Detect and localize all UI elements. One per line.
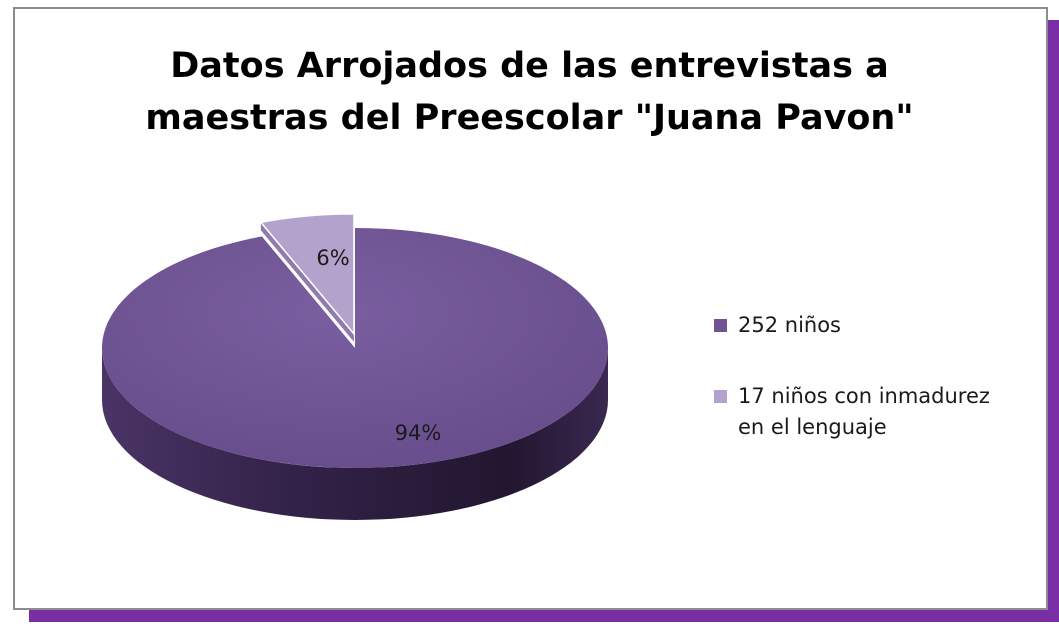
legend-label-line-2: en el lenguaje [738, 415, 887, 439]
chart-title-line-2: maestras del Preescolar "Juana Pavon" [145, 98, 914, 138]
legend: 252 niños 17 niños con inmadurez en el l… [714, 310, 1058, 443]
frame-shadow-right [1048, 20, 1059, 622]
data-label-94: 94% [395, 421, 442, 445]
data-label-6: 6% [316, 246, 349, 270]
legend-item-17-ninos: 17 niños con inmadurez en el lenguaje [714, 381, 1058, 443]
chart-title: Datos Arrojados de las entrevistas a mae… [0, 40, 1059, 144]
legend-swatch [714, 390, 727, 403]
legend-label-line-1: 17 niños con inmadurez [738, 384, 990, 408]
legend-item-252-ninos: 252 niños [714, 310, 1058, 341]
legend-swatch [714, 319, 727, 332]
pie-slice-17-ninos [259, 213, 355, 342]
legend-label: 252 niños [738, 313, 842, 337]
chart-title-line-1: Datos Arrojados de las entrevistas a [170, 46, 889, 86]
frame-shadow-bottom [29, 610, 1059, 622]
pie-slice-252-ninos [101, 228, 608, 520]
